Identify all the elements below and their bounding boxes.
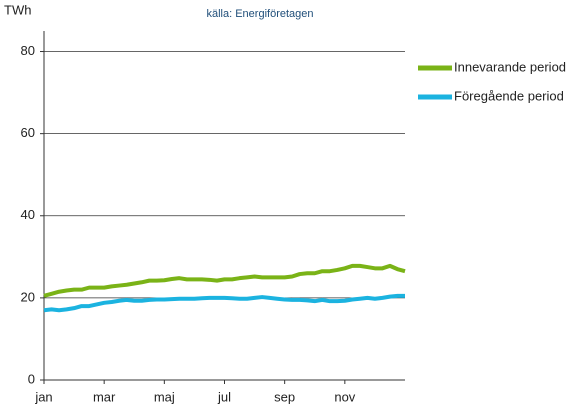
x-tick-label: mar — [93, 389, 116, 404]
legend-label: Innevarande period — [454, 59, 566, 74]
x-tick-label: sep — [274, 389, 295, 404]
x-tick-label: nov — [334, 389, 355, 404]
y-tick-label: 80 — [21, 43, 35, 58]
legend-label: Föregående period — [454, 88, 564, 103]
y-tick-label: 60 — [21, 125, 35, 140]
y-tick-label: 40 — [21, 207, 35, 222]
x-tick-label: jan — [34, 389, 52, 404]
chart-title: källa: Energiföretagen — [206, 8, 313, 20]
series-line — [43, 293, 405, 313]
series-line — [43, 263, 406, 298]
x-tick-label: jul — [217, 389, 231, 404]
y-axis-label: TWh — [4, 2, 31, 17]
y-tick-label: 0 — [28, 371, 35, 386]
y-tick-label: 20 — [21, 289, 35, 304]
x-tick-label: maj — [154, 389, 175, 404]
